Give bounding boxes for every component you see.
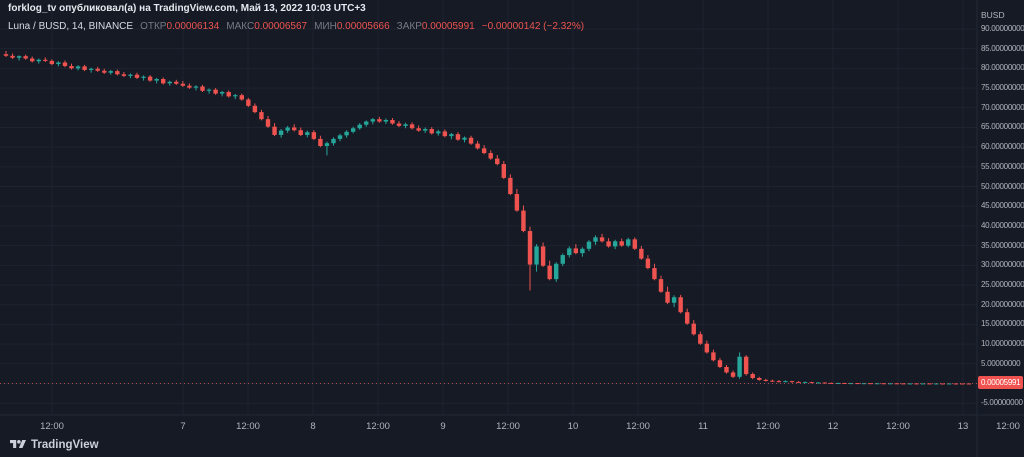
price-axis-label: 40.00000000 (981, 220, 1024, 230)
ohlc-open: ОТКР0.00006134 (140, 21, 219, 32)
price-axis-label: 45.00000000 (981, 201, 1024, 211)
time-axis-label: 12:00 (996, 421, 1020, 432)
symbol-title[interactable]: Luna / BUSD, 14, BINANCE (8, 21, 134, 32)
price-axis-label: 85.00000000 (981, 43, 1024, 53)
time-axis-label: 12:00 (366, 421, 390, 432)
open-label: ОТКР (140, 21, 167, 32)
price-axis[interactable]: BUSD 90.00000000 85.00000000 80.00000000 75… (977, 0, 1024, 415)
open-value: 0.00006134 (166, 21, 220, 32)
high-value: 0.00006567 (254, 21, 308, 32)
price-axis-label: 20.00000000 (981, 299, 1024, 309)
time-axis-label: 12:00 (756, 421, 780, 432)
ohlc-close: ЗАКР0.00005991 (397, 21, 475, 32)
ohlc-high: МАКС0.00006567 (226, 21, 307, 32)
price-axis-label: 75.00000000 (981, 83, 1024, 93)
low-label: МИН (314, 21, 337, 32)
time-axis-label: 12:00 (496, 421, 520, 432)
tradingview-logo-icon (10, 440, 26, 449)
time-axis-label: 12:00 (40, 421, 64, 432)
price-axis-label: 90.00000000 (981, 23, 1024, 33)
axis-currency-label: BUSD (981, 10, 1005, 20)
time-axis-label: 12:00 (626, 421, 650, 432)
price-axis-label: 50.00000000 (981, 181, 1024, 191)
close-value: 0.00005991 (421, 21, 475, 32)
time-axis-label: 8 (310, 421, 316, 432)
time-axis-label: 12:00 (236, 421, 260, 432)
time-axis[interactable]: 12:00 7 12:00 8 12:00 9 12:00 10 12:00 11 12:00 12 1… (0, 415, 1024, 457)
price-axis-label: -5.00000000 (981, 398, 1023, 408)
close-label: ЗАКР (396, 21, 422, 32)
low-value: 0.00005666 (336, 21, 390, 32)
price-axis-label: 30.00000000 (981, 260, 1024, 270)
price-axis-label: 15.00000000 (981, 319, 1024, 329)
time-axis-label: 12:00 (886, 421, 910, 432)
price-axis-label: 70.00000000 (981, 102, 1024, 112)
high-label: МАКС (226, 21, 255, 32)
change-value: −0.00000142 (−2.32%) (481, 21, 585, 32)
tradingview-logo-text: TradingView (31, 438, 99, 451)
time-axis-label: 13 (957, 421, 969, 432)
symbol-bar: Luna / BUSD, 14, BINANCE ОТКР0.00006134 … (8, 21, 584, 32)
time-axis-label: 9 (440, 421, 446, 432)
price-axis-label: 65.00000000 (981, 122, 1024, 132)
tradingview-logo[interactable]: TradingView (10, 438, 99, 451)
price-axis-label: 35.00000000 (981, 240, 1024, 250)
time-axis-label: 10 (567, 421, 579, 432)
price-axis-label: 10.00000000 (981, 339, 1024, 349)
price-axis-label: 60.00000000 (981, 142, 1024, 152)
price-axis-label: 80.00000000 (981, 63, 1024, 73)
time-axis-label: 7 (180, 421, 186, 432)
price-axis-label: 25.00000000 (981, 280, 1024, 290)
attribution-text: forklog_tv опубликовал(а) на TradingView… (8, 3, 366, 14)
price-axis-label: 55.00000000 (981, 161, 1024, 171)
time-axis-label: 11 (698, 421, 708, 432)
price-axis-label: 5.00000000 (981, 358, 1021, 368)
time-axis-label: 12 (827, 421, 839, 432)
last-price-label: 0.00005991 (978, 376, 1023, 390)
ohlc-low: МИН0.00005666 (314, 21, 390, 32)
